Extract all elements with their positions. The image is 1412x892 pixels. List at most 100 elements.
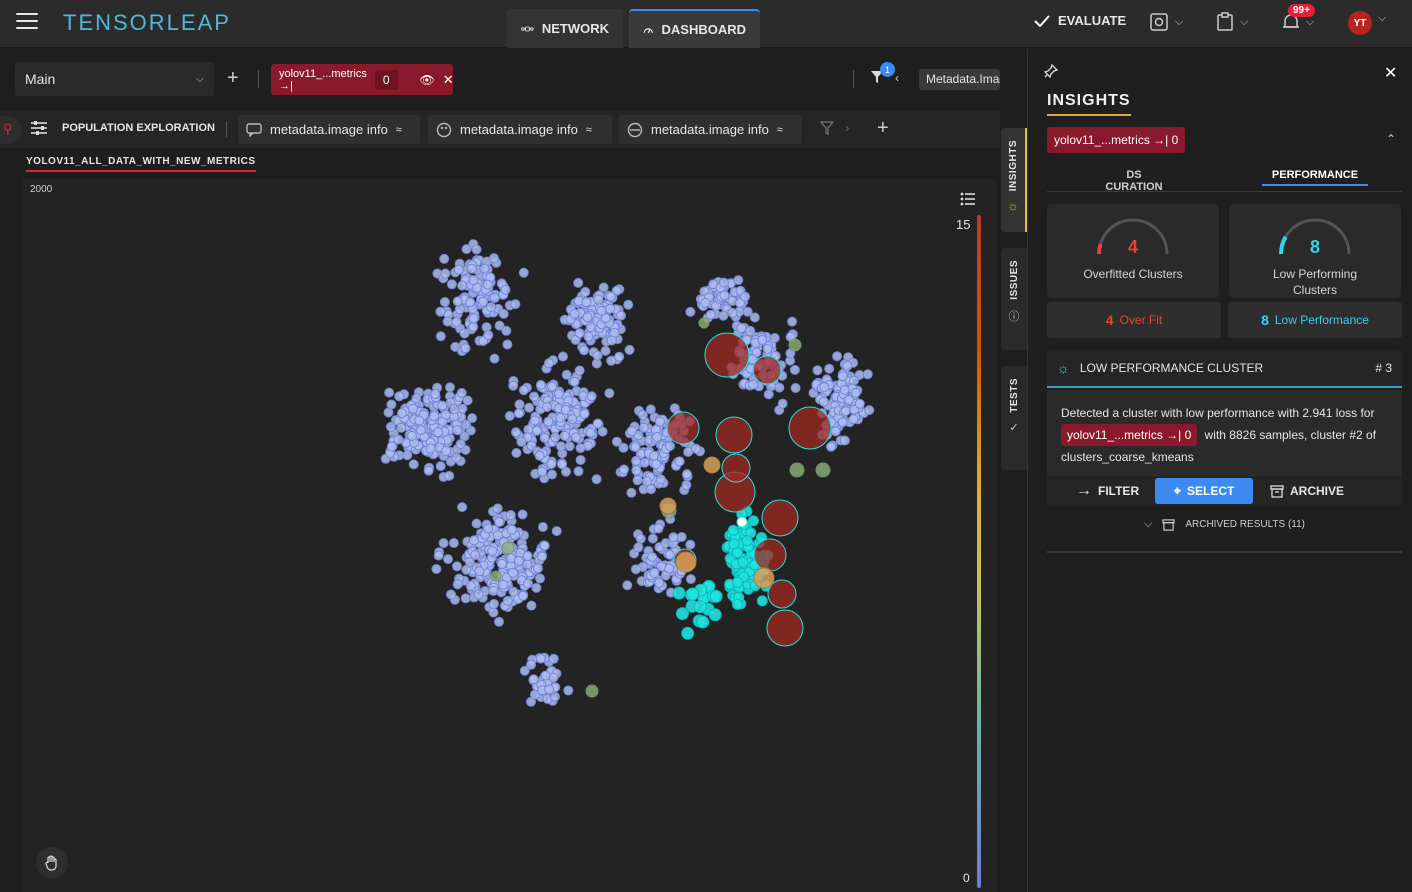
scatter-point[interactable] bbox=[582, 312, 593, 323]
filter-icon[interactable] bbox=[870, 70, 884, 89]
scatter-point[interactable] bbox=[787, 316, 798, 327]
scatter-point[interactable] bbox=[819, 382, 830, 392]
scatter-point[interactable] bbox=[619, 464, 629, 475]
scatter-point[interactable] bbox=[396, 408, 407, 419]
scatter-point[interactable] bbox=[749, 312, 760, 323]
scatter-point[interactable] bbox=[507, 567, 518, 578]
scatter-point[interactable] bbox=[718, 277, 729, 288]
scatter-point[interactable] bbox=[393, 434, 404, 445]
scatter-point[interactable] bbox=[685, 306, 696, 317]
scatter-point-cluster[interactable] bbox=[767, 579, 797, 609]
scatter-point[interactable] bbox=[789, 364, 800, 375]
side-tab-insights[interactable]: INSIGHTS ☼ bbox=[1001, 128, 1027, 232]
scatter-point[interactable] bbox=[703, 456, 721, 474]
scatter-point[interactable] bbox=[745, 325, 756, 336]
scatter-point[interactable] bbox=[574, 328, 585, 339]
scatter-point[interactable] bbox=[535, 573, 545, 584]
scatter-point[interactable] bbox=[430, 389, 441, 399]
scatter-point[interactable] bbox=[511, 448, 522, 458]
scatter-point[interactable] bbox=[531, 582, 542, 593]
scatter-point[interactable] bbox=[522, 559, 533, 570]
scatter-point[interactable] bbox=[514, 555, 524, 566]
scatter-point[interactable] bbox=[626, 487, 637, 498]
scatter-point[interactable] bbox=[624, 344, 635, 355]
scatter-point[interactable] bbox=[494, 320, 505, 331]
scatter-point[interactable] bbox=[630, 564, 641, 575]
side-tab-tests[interactable]: TESTS ✓ bbox=[1001, 366, 1027, 470]
scatter-point[interactable] bbox=[402, 450, 413, 461]
scatter-point[interactable] bbox=[440, 268, 451, 279]
scatter-point[interactable] bbox=[504, 411, 515, 421]
scatter-point[interactable] bbox=[437, 400, 448, 411]
scatter-point[interactable] bbox=[675, 551, 697, 573]
scatter-point-cluster[interactable] bbox=[788, 406, 832, 450]
tab-network[interactable]: NETWORK bbox=[507, 9, 623, 48]
scatter-point[interactable] bbox=[553, 389, 564, 400]
scatter-point[interactable] bbox=[539, 432, 550, 443]
scatter-point[interactable] bbox=[664, 549, 675, 560]
scatter-point[interactable] bbox=[518, 385, 529, 396]
hamburger-menu-icon[interactable] bbox=[16, 13, 38, 31]
scatter-point[interactable] bbox=[494, 517, 505, 528]
scatter-point[interactable] bbox=[514, 399, 525, 410]
scatter-point[interactable] bbox=[452, 296, 463, 307]
scatter-point[interactable] bbox=[423, 465, 434, 476]
settings-menu[interactable]: ⌵ bbox=[1149, 12, 1183, 32]
model-chip[interactable]: yolov11_...metrics →| 0 👁 ✕ bbox=[271, 64, 454, 95]
scatter-point-cluster[interactable] bbox=[721, 453, 751, 483]
scatter-point[interactable] bbox=[518, 267, 529, 278]
scatter-point[interactable] bbox=[812, 365, 823, 376]
scatter-point[interactable] bbox=[842, 360, 853, 371]
scatter-point[interactable] bbox=[862, 369, 873, 380]
cluster-card-header[interactable]: ☼ LOW PERFORMANCE CLUSTER # 3 bbox=[1047, 350, 1402, 388]
scatter-point[interactable] bbox=[500, 284, 511, 295]
scatter-point[interactable] bbox=[516, 436, 527, 447]
scatter-point[interactable] bbox=[632, 475, 643, 486]
scatter-point[interactable] bbox=[546, 459, 557, 470]
scatter-point[interactable] bbox=[508, 380, 519, 391]
scatter-point[interactable] bbox=[848, 414, 859, 425]
scatter-point[interactable] bbox=[659, 497, 677, 515]
scatter-point-cluster[interactable] bbox=[666, 411, 700, 445]
scatter-point[interactable] bbox=[468, 535, 479, 546]
scatter-point[interactable] bbox=[435, 306, 446, 317]
scatter-point[interactable] bbox=[585, 427, 596, 438]
scatter-point[interactable] bbox=[837, 417, 848, 428]
scatter-point-highlight[interactable] bbox=[756, 595, 768, 607]
tab-performance[interactable]: PERFORMANCE bbox=[1262, 169, 1368, 186]
scatter-point[interactable] bbox=[529, 391, 540, 402]
scatter-point[interactable] bbox=[507, 524, 517, 535]
brand-logo[interactable]: TENSORLEAP bbox=[63, 10, 231, 35]
scatter-point[interactable] bbox=[501, 325, 512, 336]
scatter-point[interactable] bbox=[623, 299, 634, 310]
scatter-point[interactable] bbox=[508, 586, 519, 597]
scatter-point[interactable] bbox=[443, 554, 453, 565]
scatter-point[interactable] bbox=[557, 459, 568, 470]
scatter-point[interactable] bbox=[522, 550, 533, 561]
scatter-point[interactable] bbox=[384, 387, 395, 398]
scatter-point[interactable] bbox=[535, 653, 546, 664]
scatter-point[interactable] bbox=[478, 296, 489, 307]
scatter-point[interactable] bbox=[396, 422, 407, 433]
scatter-point[interactable] bbox=[850, 387, 861, 398]
scatter-point[interactable] bbox=[468, 275, 479, 285]
scatter-point[interactable] bbox=[777, 398, 788, 409]
scatter-point[interactable] bbox=[700, 297, 711, 308]
scatter-point[interactable] bbox=[394, 391, 405, 402]
side-tab-issues[interactable]: ISSUES ⓘ bbox=[1001, 248, 1027, 350]
scatter-point[interactable] bbox=[611, 436, 622, 447]
scatter-point[interactable] bbox=[748, 379, 759, 390]
scatter-point-selected[interactable] bbox=[736, 516, 748, 528]
scatter-point[interactable] bbox=[531, 425, 542, 436]
scatter-point[interactable] bbox=[682, 469, 692, 480]
scatter-point[interactable] bbox=[555, 412, 566, 423]
scatter-point[interactable] bbox=[483, 523, 494, 534]
scatter-point[interactable] bbox=[534, 450, 545, 461]
scatter-point[interactable] bbox=[483, 330, 494, 341]
scatter-point[interactable] bbox=[513, 408, 524, 419]
scatter-point[interactable] bbox=[489, 353, 500, 364]
scatter-point[interactable] bbox=[674, 456, 685, 467]
tab-ds-curation[interactable]: DS CURATION bbox=[1105, 169, 1163, 193]
scatter-point[interactable] bbox=[774, 382, 785, 393]
scatter-point[interactable] bbox=[685, 574, 696, 585]
